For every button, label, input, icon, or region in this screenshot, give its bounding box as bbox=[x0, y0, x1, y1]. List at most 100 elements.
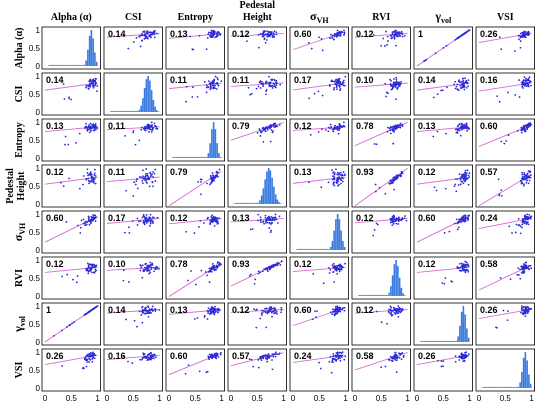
scatter-point bbox=[524, 130, 526, 133]
scatter-point bbox=[88, 219, 90, 222]
scatter-point bbox=[91, 176, 94, 179]
scatter-point bbox=[436, 359, 439, 362]
scatter-point bbox=[343, 34, 345, 36]
correlation-label: 0.12 bbox=[418, 259, 436, 269]
scatter-point bbox=[63, 98, 66, 100]
panel-frame bbox=[165, 164, 225, 208]
histogram-bar bbox=[445, 340, 447, 342]
scatter-point bbox=[333, 313, 336, 316]
scatter-point bbox=[96, 90, 98, 92]
scatter-point bbox=[93, 264, 96, 267]
scatter-point bbox=[206, 37, 209, 39]
scatter-point bbox=[269, 81, 272, 84]
scatter-point bbox=[521, 129, 523, 132]
scatter-point bbox=[328, 360, 331, 363]
correlation-label: 0.26 bbox=[480, 29, 498, 39]
scatter-point bbox=[266, 270, 269, 273]
scatter-point bbox=[442, 365, 444, 368]
scatter-point bbox=[128, 281, 130, 283]
scatter-point bbox=[336, 173, 339, 176]
scatter-point bbox=[257, 33, 260, 36]
histogram-bar bbox=[381, 294, 383, 296]
histogram-bar bbox=[52, 64, 54, 66]
scatter-point bbox=[342, 307, 344, 309]
scatter-point bbox=[213, 217, 216, 220]
scatter-point bbox=[401, 35, 404, 38]
scatter-point bbox=[392, 306, 395, 309]
scatter-point bbox=[454, 183, 457, 186]
scatter-point bbox=[445, 44, 448, 47]
scatter-point bbox=[274, 213, 277, 216]
correlation-label: 0.11 bbox=[108, 167, 125, 177]
scatter-point bbox=[203, 80, 206, 83]
scatter-point bbox=[88, 182, 90, 185]
scatter-point bbox=[209, 174, 212, 177]
scatter-point bbox=[203, 316, 206, 318]
scatter-point bbox=[514, 231, 517, 234]
scatter-point bbox=[268, 75, 270, 78]
scatter-point bbox=[270, 266, 273, 269]
histogram-bar bbox=[489, 386, 492, 388]
scatter-point bbox=[66, 273, 69, 276]
scatter-point bbox=[465, 217, 468, 220]
histogram-bar bbox=[484, 386, 486, 388]
scatter-point bbox=[86, 171, 89, 174]
scatter-point bbox=[333, 281, 336, 283]
histogram-bar bbox=[209, 143, 211, 158]
histogram-bar bbox=[274, 194, 277, 204]
histogram-bar bbox=[133, 110, 135, 112]
scatter-point bbox=[280, 260, 283, 263]
scatter-point bbox=[249, 93, 252, 96]
scatter-point bbox=[526, 310, 529, 313]
scatter-point bbox=[386, 43, 388, 46]
histogram-bar bbox=[296, 248, 299, 250]
histogram-bar bbox=[384, 294, 387, 296]
scatter-point bbox=[190, 270, 192, 272]
panel-entropy-vs-alpha: 0.13 bbox=[41, 118, 101, 162]
scatter-point bbox=[307, 41, 310, 44]
panel-sigma_vh-vs-csi: 0.17 bbox=[103, 210, 163, 254]
scatter-point bbox=[264, 130, 267, 133]
scatter-point bbox=[144, 173, 147, 175]
histogram-bar bbox=[280, 203, 282, 204]
scatter-point bbox=[317, 90, 320, 93]
histogram-bar bbox=[491, 386, 493, 388]
scatter-point bbox=[209, 270, 212, 273]
x-tick-label: 0.5 bbox=[500, 394, 512, 403]
scatter-point bbox=[442, 360, 445, 363]
scatter-point bbox=[307, 181, 310, 184]
column-header-vsi: VSI bbox=[497, 12, 514, 23]
scatter-point bbox=[461, 262, 463, 265]
scatter-point bbox=[218, 168, 221, 171]
scatter-point bbox=[261, 35, 264, 38]
scatter-point bbox=[279, 263, 282, 266]
scatter-point bbox=[255, 308, 258, 311]
histogram-bar bbox=[301, 248, 304, 250]
scatter-point bbox=[206, 274, 208, 277]
scatter-point bbox=[128, 232, 131, 234]
scatter-point bbox=[466, 355, 469, 358]
scatter-point bbox=[397, 352, 400, 355]
scatter-point bbox=[463, 359, 466, 362]
scatter-point bbox=[280, 308, 283, 311]
scatter-point bbox=[336, 33, 338, 36]
scatter-point bbox=[380, 366, 383, 369]
scatter-point bbox=[392, 127, 395, 130]
scatter-point bbox=[519, 32, 522, 35]
correlation-label: 0.12 bbox=[356, 213, 374, 223]
histogram-bar bbox=[510, 386, 513, 388]
scatter-point bbox=[313, 92, 316, 95]
histogram-bar bbox=[522, 357, 525, 388]
scatter-point bbox=[344, 355, 347, 358]
histogram-bar bbox=[264, 179, 266, 204]
scatter-point bbox=[522, 82, 525, 84]
scatter-point bbox=[91, 266, 94, 268]
scatter-point bbox=[384, 192, 387, 195]
scatter-point bbox=[464, 173, 467, 175]
scatter-point bbox=[332, 88, 335, 91]
scatter-point bbox=[260, 359, 263, 362]
scatter-point bbox=[337, 132, 340, 135]
scatter-point bbox=[392, 309, 395, 312]
scatter-point bbox=[143, 216, 146, 218]
histogram-bar bbox=[191, 156, 194, 158]
